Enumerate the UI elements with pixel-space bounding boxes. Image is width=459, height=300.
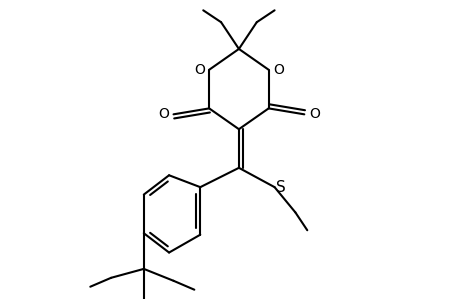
Text: O: O [308,107,319,121]
Text: S: S [275,180,285,195]
Text: O: O [158,107,169,121]
Text: O: O [273,63,283,77]
Text: O: O [193,63,204,77]
